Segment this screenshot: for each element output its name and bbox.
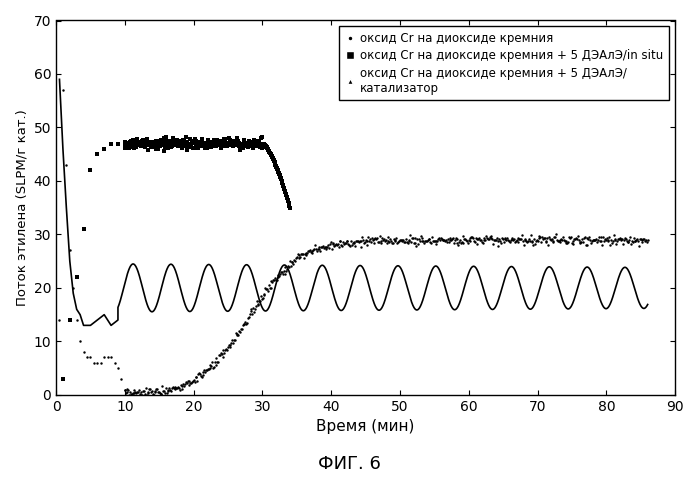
Legend: оксид Cr на диоксиде кремния, оксид Cr на диоксиде кремния + 5 ДЭАлЭ/in situ, ок: оксид Cr на диоксиде кремния, оксид Cr н… <box>339 26 669 100</box>
X-axis label: Время (мин): Время (мин) <box>317 419 415 435</box>
Text: ФИГ. 6: ФИГ. 6 <box>318 455 381 473</box>
Y-axis label: Поток этилена (SLPM/г кат.): Поток этилена (SLPM/г кат.) <box>15 109 28 306</box>
